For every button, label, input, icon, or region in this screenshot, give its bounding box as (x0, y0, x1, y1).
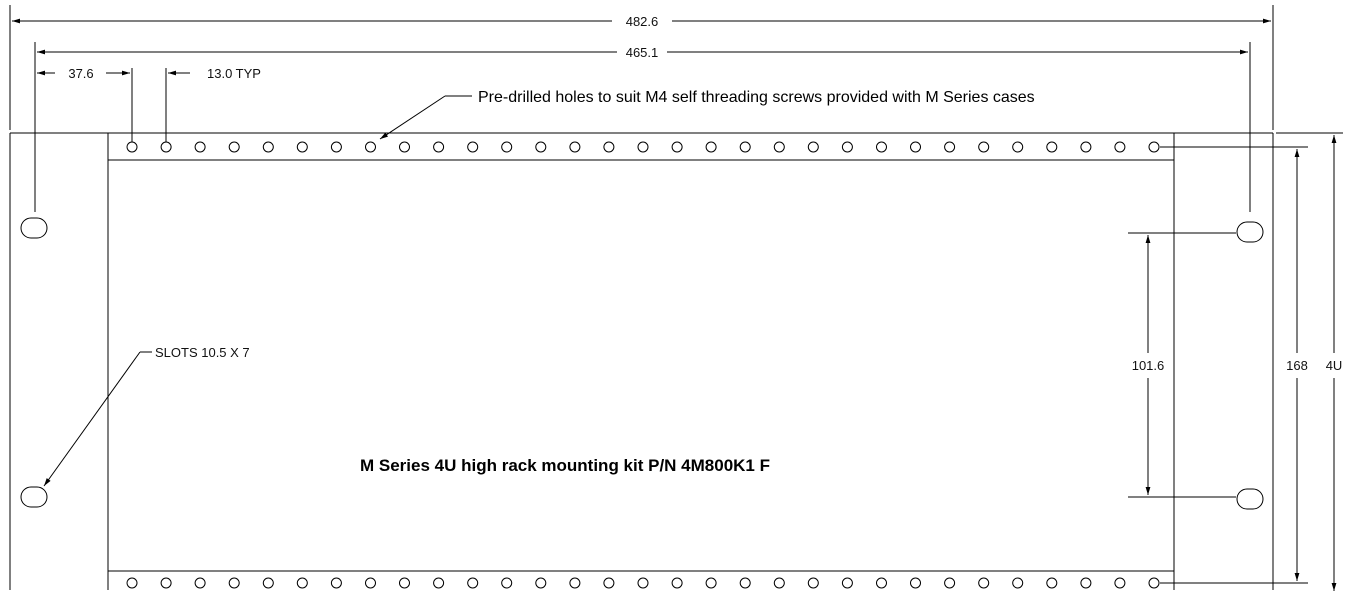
screw-hole-bottom-16 (637, 577, 649, 589)
dim-first-hole-label: 37.6 (68, 66, 93, 81)
screw-hole-top-26 (978, 141, 990, 153)
hole-row-top (126, 141, 1160, 153)
screw-hole-bottom-5 (262, 577, 274, 589)
slot-bottom-left (20, 486, 48, 508)
screw-hole-bottom-19 (739, 577, 751, 589)
screw-hole-bottom-17 (671, 577, 683, 589)
screw-hole-top-12 (501, 141, 513, 153)
screw-hole-top-10 (433, 141, 445, 153)
holes-note: Pre-drilled holes to suit M4 self thread… (478, 89, 1035, 106)
dimension-overall-width: 482.6 (9, 5, 1274, 130)
screw-hole-bottom-21 (807, 577, 819, 589)
slots-note: SLOTS 10.5 X 7 (155, 345, 250, 360)
screw-hole-bottom-22 (841, 577, 853, 589)
dimension-panel-height: 168 (1286, 149, 1308, 581)
screw-hole-top-4 (228, 141, 240, 153)
screw-hole-top-20 (773, 141, 785, 153)
screw-hole-bottom-9 (399, 577, 410, 589)
slot-top-right (1236, 221, 1264, 243)
screw-hole-bottom-30 (1114, 577, 1126, 589)
screw-hole-top-19 (739, 141, 751, 153)
screw-hole-top-5 (262, 141, 274, 153)
screw-hole-bottom-27 (1012, 577, 1024, 589)
screw-hole-top-28 (1046, 141, 1058, 153)
dimension-slot-spacing: 101.6 (1128, 232, 1236, 498)
screw-hole-bottom-8 (365, 577, 376, 589)
panel-outline (9, 132, 1274, 590)
dimension-hole-offset: 37.6 13.0 TYP (37, 66, 261, 142)
screw-hole-top-18 (705, 141, 717, 153)
screw-hole-bottom-25 (944, 577, 956, 589)
screw-hole-top-6 (296, 141, 308, 153)
screw-hole-bottom-3 (194, 577, 206, 589)
screw-hole-top-29 (1080, 141, 1092, 153)
screw-hole-top-11 (467, 141, 479, 153)
screw-hole-bottom-31 (1148, 577, 1160, 589)
screw-hole-bottom-18 (705, 577, 717, 589)
screw-hole-bottom-13 (535, 577, 547, 589)
screw-hole-bottom-6 (296, 577, 308, 589)
screw-hole-bottom-29 (1080, 577, 1092, 589)
screw-hole-top-14 (569, 141, 581, 153)
screw-hole-top-21 (807, 141, 819, 153)
screw-hole-bottom-10 (433, 577, 445, 589)
drawing-title: M Series 4U high rack mounting kit P/N 4… (360, 456, 770, 475)
slots-note-callout: SLOTS 10.5 X 7 (43, 345, 250, 487)
screw-hole-bottom-1 (126, 577, 138, 589)
dim-slot-spacing-label: 101.6 (1132, 358, 1165, 373)
screw-hole-top-13 (535, 141, 547, 153)
dim-mount-spacing-label: 465.1 (626, 45, 659, 60)
screw-hole-top-2 (160, 141, 172, 153)
holes-note-callout: Pre-drilled holes to suit M4 self thread… (379, 89, 1035, 140)
dimension-mount-spacing: 465.1 (34, 42, 1251, 212)
screw-hole-top-31 (1148, 141, 1160, 153)
screw-hole-top-22 (841, 141, 853, 153)
screw-hole-top-24 (910, 141, 921, 153)
screw-hole-top-17 (671, 141, 683, 153)
screw-hole-top-3 (194, 141, 206, 153)
slot-bottom-right (1236, 488, 1264, 510)
screw-hole-bottom-2 (160, 577, 172, 589)
screw-hole-top-8 (365, 141, 376, 153)
screw-hole-top-23 (876, 141, 887, 153)
screw-hole-bottom-20 (773, 577, 785, 589)
screw-hole-top-7 (330, 141, 342, 153)
screw-hole-bottom-23 (876, 577, 887, 589)
screw-hole-top-25 (944, 141, 956, 153)
screw-hole-top-30 (1114, 141, 1126, 153)
screw-hole-bottom-4 (228, 577, 240, 589)
dimension-rack-units: 4U (1276, 132, 1343, 591)
slot-top-left (20, 217, 48, 239)
mounting-slots (20, 217, 1264, 510)
screw-hole-top-16 (637, 141, 649, 153)
screw-hole-bottom-28 (1046, 577, 1058, 589)
screw-hole-top-1 (126, 141, 138, 153)
screw-hole-bottom-11 (467, 577, 479, 589)
screw-hole-bottom-26 (978, 577, 990, 589)
dim-panel-height-label: 168 (1286, 358, 1308, 373)
dim-rack-units-label: 4U (1326, 358, 1343, 373)
dim-overall-width-label: 482.6 (626, 14, 659, 29)
screw-hole-bottom-14 (569, 577, 581, 589)
screw-hole-bottom-15 (603, 577, 615, 589)
screw-hole-top-9 (399, 141, 410, 153)
screw-hole-bottom-12 (501, 577, 513, 589)
screw-hole-bottom-7 (330, 577, 342, 589)
screw-hole-top-15 (603, 141, 615, 153)
hole-row-bottom (126, 577, 1160, 589)
screw-hole-bottom-24 (910, 577, 921, 589)
screw-hole-top-27 (1012, 141, 1024, 153)
dim-hole-pitch-label: 13.0 TYP (207, 66, 261, 81)
